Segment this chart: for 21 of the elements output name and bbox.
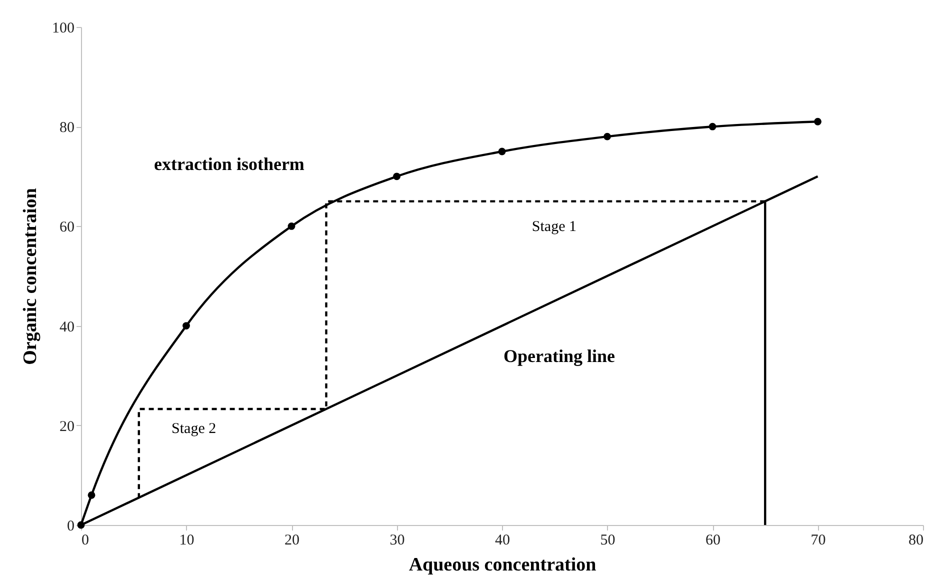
y-tick-label: 0 bbox=[67, 518, 74, 534]
x-tick-label: 40 bbox=[495, 532, 510, 548]
x-tick-label: 0 bbox=[82, 532, 89, 548]
x-axis-title: Aqueous concentration bbox=[408, 554, 597, 576]
annotation: Stage 2 bbox=[172, 420, 216, 437]
x-tick-label: 20 bbox=[284, 532, 300, 548]
y-tick-label: 80 bbox=[60, 120, 74, 136]
y-tick-label: 40 bbox=[60, 319, 74, 336]
x-tick-label: 60 bbox=[706, 532, 720, 548]
y-axis-title: Organic concentraion bbox=[20, 188, 41, 365]
y-tick-label: 20 bbox=[60, 418, 74, 435]
y-tick-label: 100 bbox=[52, 20, 74, 36]
y-tick-label: 60 bbox=[60, 220, 74, 236]
annotation: Operating line bbox=[504, 346, 616, 366]
annotation: Stage 1 bbox=[532, 219, 576, 236]
annotation: extraction isotherm bbox=[154, 154, 304, 174]
x-tick-label: 30 bbox=[390, 532, 405, 548]
x-tick-label: 80 bbox=[908, 532, 924, 548]
x-tick-label: 50 bbox=[600, 532, 616, 548]
x-tick-label: 70 bbox=[810, 532, 826, 548]
x-tick-label: 10 bbox=[179, 532, 194, 548]
